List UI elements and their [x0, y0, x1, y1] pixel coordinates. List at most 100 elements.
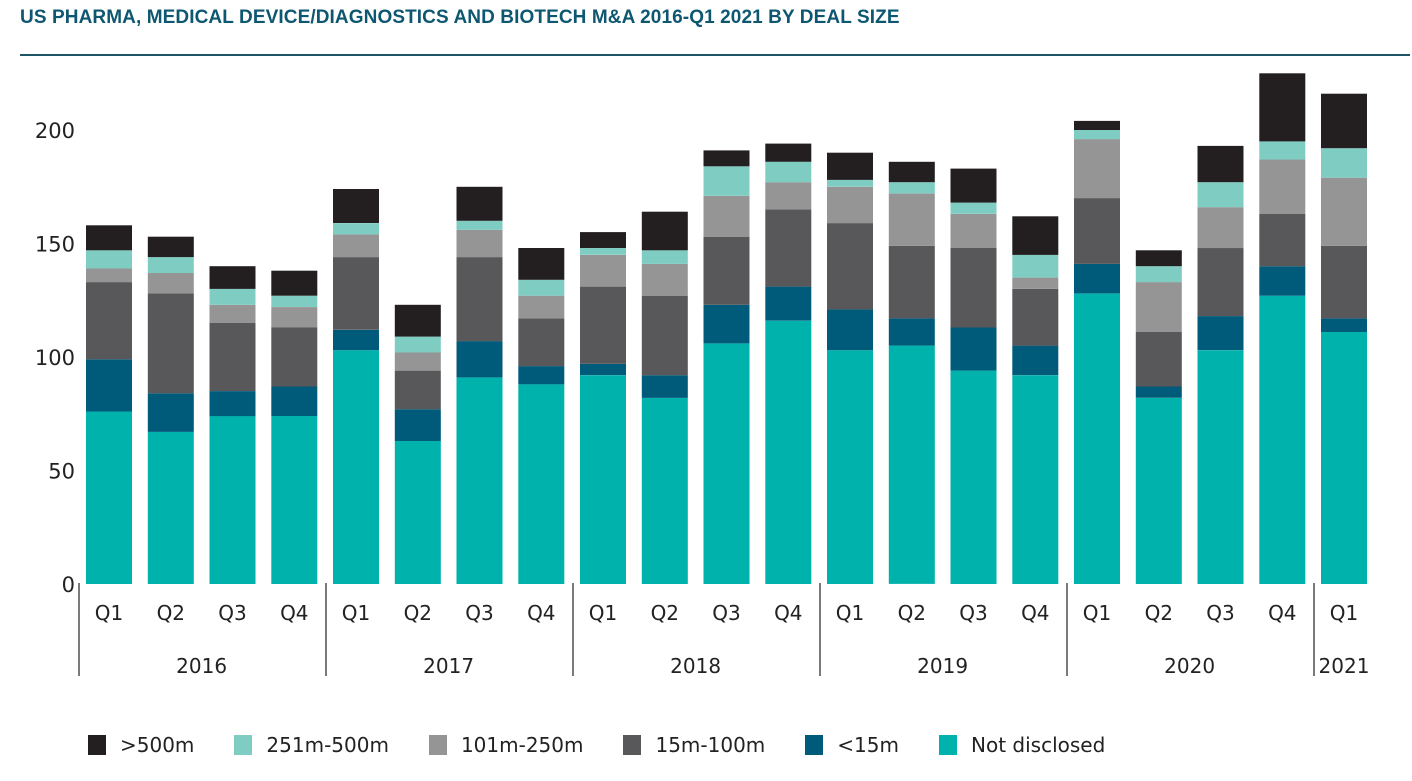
bar-segment-101m-250m	[641, 263, 688, 296]
bar-stack	[950, 168, 997, 584]
bar-segment-101m-250m	[209, 304, 256, 323]
bar-segment-101m-250m	[518, 295, 565, 319]
bar-segment-101m-250m	[1074, 139, 1120, 199]
bar-stack	[147, 236, 194, 584]
bar-segment-15m	[950, 327, 997, 371]
bar-stack	[333, 189, 379, 584]
x-tick-label: Q3	[465, 601, 493, 625]
bar-segment-15m	[333, 329, 379, 351]
bar-segment-15m-100m	[1074, 198, 1120, 264]
chart-title: US PHARMA, MEDICAL DEVICE/DIAGNOSTICS AN…	[20, 7, 900, 28]
bar-segment-15m	[394, 409, 441, 441]
bar-segment-251m-500m	[1012, 254, 1059, 278]
bar-segment-15m	[1135, 386, 1182, 398]
bar-segment-not-disclosed	[703, 343, 750, 584]
bar-segment-15m-100m	[209, 322, 256, 391]
legend-label: Not disclosed	[971, 733, 1106, 757]
bar-segment-15m	[703, 304, 750, 344]
bar-stack	[1197, 145, 1244, 584]
x-tick-label: Q1	[589, 601, 617, 625]
bar-segment-500m	[580, 232, 626, 248]
bar-segment-15m	[1012, 345, 1059, 376]
y-tick-label: 50	[48, 460, 75, 484]
bar-segment-not-disclosed	[147, 431, 194, 584]
bar-segment-not-disclosed	[1012, 375, 1059, 584]
x-tick-label: Q3	[959, 601, 987, 625]
bar-stack	[271, 270, 318, 584]
bar-segment-15m-100m	[147, 293, 194, 394]
legend-item: <15m	[805, 733, 899, 757]
y-tick-label: 150	[35, 233, 75, 257]
bar-segment-500m	[827, 152, 873, 180]
bar-segment-15m	[1259, 266, 1306, 296]
bar-segment-15m	[765, 286, 812, 321]
legend-item: >500m	[88, 733, 194, 757]
x-tick-label: Q2	[157, 601, 185, 625]
bar-segment-500m	[888, 161, 935, 183]
x-tick-label: Q2	[1145, 601, 1173, 625]
bar-stack	[518, 248, 565, 584]
bar-segment-500m	[1012, 216, 1059, 255]
bar-segment-15m	[86, 359, 132, 412]
x-axis: Q1 Q2 Q3 Q4 Q1 Q2 Q3 Q4 Q1 Q2 Q3 Q4 Q1 Q2 Q3 Q4 Q1 Q2 Q3 Q4…	[78, 583, 1370, 678]
bar-segment-not-disclosed	[333, 350, 379, 584]
bar-segment-251m-500m	[147, 257, 194, 273]
bar-segment-251m-500m	[765, 161, 812, 183]
bar-segment-500m	[1197, 145, 1244, 183]
bar-segment-15m	[827, 309, 873, 351]
bar-segment-500m	[703, 150, 750, 167]
bar-segment-251m-500m	[950, 202, 997, 214]
bar-stack	[703, 150, 750, 584]
legend-swatch	[623, 735, 642, 755]
x-tick-label: Q2	[898, 601, 926, 625]
bar-segment-251m-500m	[333, 223, 379, 235]
bar-segment-15m	[271, 386, 318, 416]
bar-segment-251m-500m	[580, 248, 626, 255]
bar-segment-251m-500m	[1259, 141, 1306, 160]
x-tick-label: Q2	[651, 601, 679, 625]
bar-stack	[86, 225, 132, 584]
bar-segment-not-disclosed	[86, 411, 132, 584]
bar-segment-not-disclosed	[394, 441, 441, 584]
bar-segment-not-disclosed	[888, 345, 935, 584]
x-year-label: 2018	[670, 654, 721, 678]
bar-segment-15m	[1321, 318, 1367, 332]
x-year-label: 2017	[423, 654, 474, 678]
x-year-label: 2019	[917, 654, 968, 678]
bar-segment-251m-500m	[394, 336, 441, 353]
bar-segment-101m-250m	[1259, 159, 1306, 214]
bar-segment-15m-100m	[86, 282, 132, 360]
bar-segment-15m-100m	[641, 295, 688, 376]
bar-segment-15m-100m	[1259, 214, 1306, 267]
bar-segment-not-disclosed	[1197, 350, 1244, 584]
bar-segment-not-disclosed	[209, 416, 256, 584]
bar-segment-500m	[1321, 93, 1367, 149]
bar-segment-15m	[209, 391, 256, 417]
bar-segment-101m-250m	[1197, 207, 1244, 249]
bar-segment-101m-250m	[394, 352, 441, 371]
bar-segment-101m-250m	[888, 193, 935, 246]
y-tick-label: 200	[35, 119, 75, 143]
bar-segment-not-disclosed	[1074, 293, 1120, 584]
x-year-label: 2021	[1319, 654, 1370, 678]
x-tick-label: Q4	[1021, 601, 1049, 625]
bar-stack	[765, 143, 812, 584]
bar-segment-251m-500m	[1197, 182, 1244, 208]
title-divider	[20, 54, 1410, 56]
bar-segment-101m-250m	[765, 182, 812, 210]
bar-stack	[456, 186, 503, 584]
legend-item: 101m-250m	[428, 733, 583, 757]
bar-segment-101m-250m	[86, 268, 132, 283]
bar-stack	[209, 266, 256, 584]
bar-segment-15m-100m	[394, 370, 441, 410]
bar-segment-15m	[888, 318, 935, 346]
bar-segment-101m-250m	[827, 186, 873, 224]
bar-segment-15m-100m	[1197, 248, 1244, 317]
legend-swatch	[939, 735, 957, 755]
legend-swatch	[234, 735, 253, 755]
bar-segment-not-disclosed	[1259, 295, 1306, 584]
bar-segment-251m-500m	[827, 179, 873, 187]
bar-segment-251m-500m	[641, 250, 688, 264]
bar-segment-not-disclosed	[827, 350, 873, 584]
bar-segment-251m-500m	[703, 166, 750, 196]
